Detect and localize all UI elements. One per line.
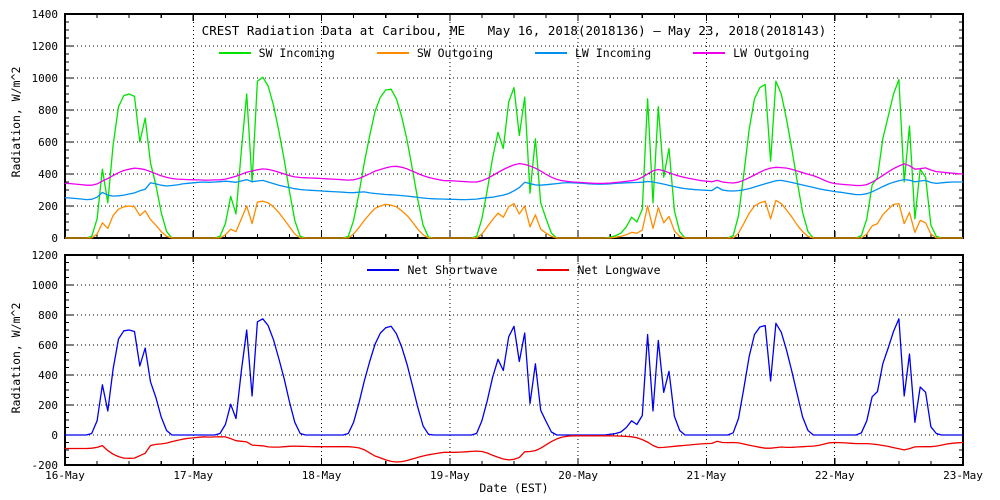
- net-longwave-line-swatch: [537, 269, 570, 271]
- legend-label-lw-outgoing: LW Outgoing: [733, 46, 810, 60]
- legend-top: SW Incoming SW Outgoing LW Incoming LW O…: [65, 46, 963, 60]
- xtick-label: 20-May: [558, 469, 598, 482]
- panel-top-ytick-label: 0: [51, 232, 58, 245]
- series-sw-outgoing: [65, 199, 963, 239]
- chart-title: CREST Radiation Data at Caribou, ME May …: [201, 23, 827, 38]
- xtick-label: 16-May: [45, 469, 85, 482]
- panel-bottom-ytick-label: 600: [38, 339, 58, 352]
- series-net-shortwave: [65, 318, 963, 436]
- xtick-label: 22-May: [815, 469, 855, 482]
- legend-item-lw-outgoing: LW Outgoing: [693, 46, 809, 60]
- legend-item-net-longwave: Net Longwave: [537, 263, 661, 277]
- y-axis-label-top: Radiation, W/m^2: [9, 66, 23, 178]
- sw-outgoing-line-swatch: [376, 52, 409, 54]
- series-lw-incoming: [64, 178, 963, 201]
- series-net-longwave: [65, 435, 964, 463]
- legend-label-lw-incoming: LW Incoming: [575, 46, 652, 60]
- net-shortwave-line-swatch: [367, 269, 400, 271]
- legend-label-net-shortwave: Net Shortwave: [407, 263, 498, 277]
- xtick-label: 23-May: [943, 469, 983, 482]
- xtick-label: 17-May: [173, 469, 213, 482]
- panel-bottom-ytick-label: 1000: [32, 279, 59, 292]
- panel-top-ytick-label: 400: [38, 168, 58, 181]
- panel-top-ytick-label: 1200: [32, 40, 59, 53]
- panel-top-ytick-label: 600: [38, 136, 58, 149]
- panel-bottom-ytick-label: 0: [51, 429, 58, 442]
- legend-label-sw-incoming: SW Incoming: [258, 46, 335, 60]
- xtick-label: 18-May: [302, 469, 342, 482]
- y-axis-label-bottom: Radiation, W/m^2: [9, 302, 23, 414]
- panel-top-ytick-label: 800: [38, 104, 58, 117]
- x-axis-label: Date (EST): [479, 481, 549, 495]
- panel-bottom-ytick-label: 400: [38, 369, 58, 382]
- panel-top-ytick-label: 1400: [32, 8, 59, 21]
- legend-item-net-shortwave: Net Shortwave: [367, 263, 497, 277]
- lw-outgoing-line-swatch: [693, 52, 726, 54]
- lw-incoming-line-swatch: [535, 52, 567, 54]
- xtick-label: 19-May: [430, 469, 470, 482]
- legend-bottom: Net Shortwave Net Longwave: [65, 263, 963, 277]
- legend-label-net-longwave: Net Longwave: [577, 263, 661, 277]
- xtick-label: 21-May: [687, 469, 727, 482]
- series-lw-outgoing: [64, 162, 964, 187]
- panel-bottom-ytick-label: 1200: [32, 249, 59, 262]
- panel-top-ytick-label: 200: [38, 200, 58, 213]
- panel-top-ytick-label: 1000: [32, 72, 59, 85]
- legend-label-sw-outgoing: SW Outgoing: [416, 46, 493, 60]
- series-sw-incoming: [65, 76, 963, 239]
- legend-item-sw-outgoing: SW Outgoing: [376, 46, 493, 60]
- sw-incoming-line-swatch: [218, 52, 251, 54]
- legend-item-lw-incoming: LW Incoming: [535, 46, 651, 60]
- panel-bottom-ytick-label: 800: [38, 309, 58, 322]
- panel-bottom-ytick-label: 200: [38, 399, 58, 412]
- panel-bottom-ytick-label: -200: [32, 459, 59, 472]
- panel-bottom-frame: [64, 254, 964, 466]
- legend-item-sw-incoming: SW Incoming: [218, 46, 335, 60]
